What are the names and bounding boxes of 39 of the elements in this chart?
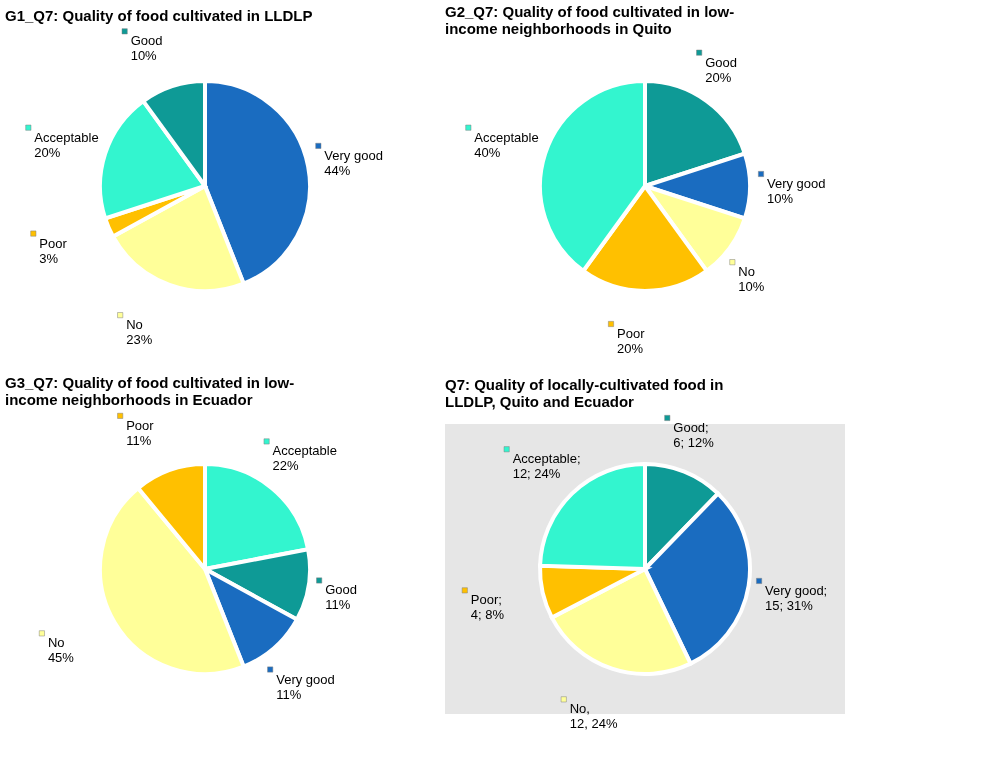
- data-label: 10%: [738, 279, 765, 295]
- legend-label: Acceptable: [474, 129, 539, 145]
- chart-title: Q7: Quality of locally-cultivated food in LLDLP, Quito and Ecuador: [445, 376, 724, 411]
- legend-label: No: [126, 317, 143, 333]
- chart-title: G2_Q7: Quality of food cultivated in low-income neighborhoods in Quito: [445, 3, 735, 37]
- legend-label: Very good: [276, 671, 335, 687]
- legend-label: Good: [130, 33, 163, 49]
- legend-label: Acceptable: [34, 129, 99, 145]
- legend-label: Very good; 15; 31%: [765, 582, 828, 613]
- legend-label: Very good: [767, 176, 826, 191]
- legend-label: Acceptable: [272, 443, 337, 459]
- data-label: 11%: [276, 686, 302, 702]
- data-label: 10%: [130, 48, 158, 64]
- legend-label: No: [47, 635, 65, 651]
- legend-label: No: [738, 264, 755, 280]
- data-label: 20%: [617, 341, 644, 356]
- data-label: 3%: [39, 250, 59, 266]
- legend-label: Very good: [324, 147, 383, 163]
- data-label: 20%: [705, 69, 732, 85]
- slice-label: Poor: [126, 417, 155, 433]
- legend-label: Poor: [617, 326, 646, 341]
- legend-label: Acceptable; 12; 24%: [512, 451, 581, 482]
- chart-title: G3_Q7: Quality of food cultivated in low-income neighborhoods in Ecuador: [5, 374, 295, 409]
- data-label: 11%: [325, 597, 351, 613]
- legend-label: Good: [325, 582, 357, 598]
- legend-label: No, 12, 24%: [569, 701, 618, 732]
- data-label: 11%: [126, 432, 152, 448]
- data-label: 45%: [47, 650, 75, 666]
- data-label: 10%: [767, 191, 794, 206]
- chart-title: G1_Q7: Quality of food cultivated in LLDLP: [5, 6, 313, 24]
- legend-label: Good: [705, 54, 737, 70]
- data-label: 22%: [272, 458, 300, 474]
- legend-label: Poor; 4; 8%: [470, 592, 505, 623]
- data-label: 44%: [324, 162, 351, 178]
- data-label: 20%: [34, 144, 61, 160]
- legend-label: Good; 6; 12%: [673, 419, 715, 450]
- data-label: 40%: [474, 144, 501, 160]
- data-label: 23%: [126, 332, 153, 348]
- legend-label: Poor: [39, 235, 68, 251]
